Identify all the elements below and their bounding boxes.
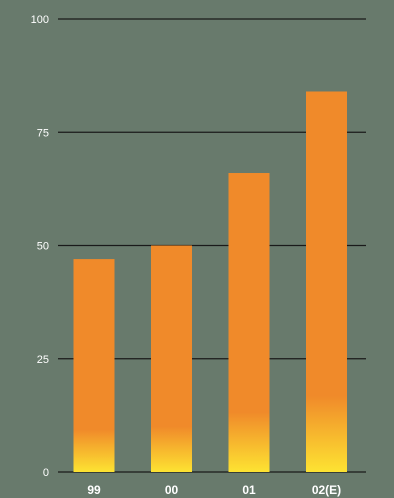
y-tick-label: 100: [31, 14, 49, 26]
bar-00: [151, 245, 192, 472]
y-tick-label: 50: [37, 241, 49, 253]
y-tick-label: 75: [37, 127, 49, 139]
x-tick-label: 02(E): [312, 483, 341, 497]
x-tick-label: 01: [242, 483, 256, 497]
bars: [73, 91, 347, 472]
bar-02(E): [306, 91, 347, 472]
y-axis-ticks: 0 25 50 75 100: [31, 14, 49, 479]
x-tick-label: 99: [87, 483, 101, 497]
y-tick-label: 25: [37, 354, 49, 366]
bar-01: [228, 173, 270, 472]
x-tick-label: 00: [165, 483, 179, 497]
bar-99: [73, 259, 115, 472]
y-tick-label: 0: [43, 467, 49, 479]
x-axis-ticks: 99 00 01 02(E): [87, 483, 341, 497]
